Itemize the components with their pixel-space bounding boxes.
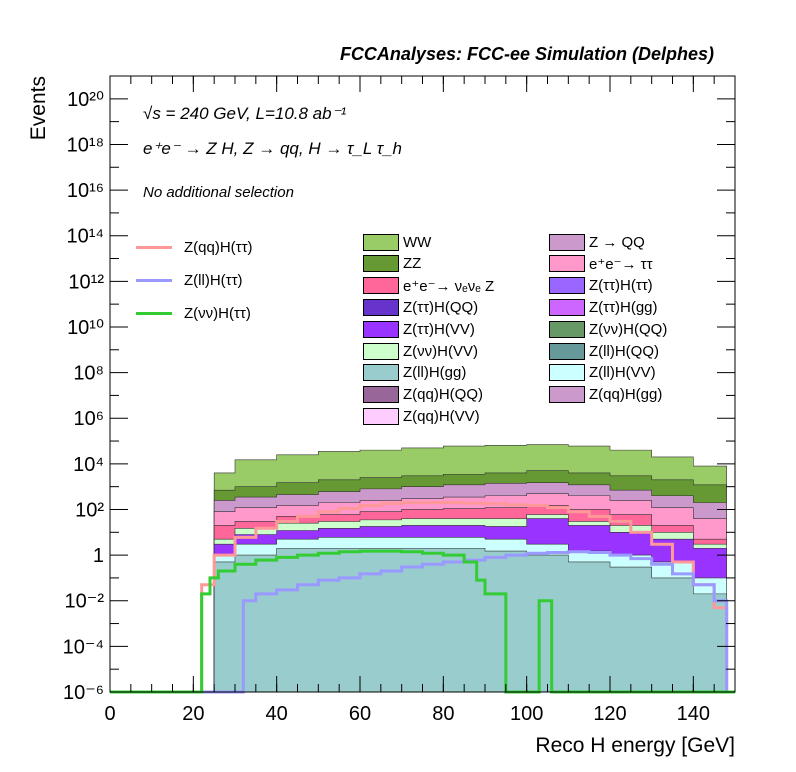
x-tick-label-6: 120 [593, 703, 626, 725]
legend-fill-swatch [549, 255, 585, 273]
legend-label: Z(ττ)H(VV) [403, 320, 475, 338]
legend-label: e⁺e⁻→ ττ [589, 255, 653, 273]
legend-label: Z(qq)H(QQ) [403, 386, 483, 404]
legend-item: Z(ττ)H(gg) [549, 297, 658, 317]
legend-item: Z(ll)H(ττ) [136, 270, 243, 290]
legend-item: Z(ττ)H(ττ) [549, 276, 653, 296]
legend-label: Z(νν)H(VV) [403, 342, 478, 360]
y-axis-label: Events [27, 76, 50, 140]
legend-line-swatch [136, 245, 172, 249]
y-tick-label-13: 10²⁰ [67, 89, 104, 111]
legend-label: Z(ll)H(ττ) [184, 271, 243, 289]
selection-label: No additional selection [143, 184, 294, 201]
legend-label: Z(νν)H(QQ) [589, 320, 668, 338]
legend-fill-swatch [363, 298, 399, 316]
legend-line-swatch [136, 278, 172, 282]
y-tick-label-3: 1 [93, 545, 104, 567]
legend-fill-swatch [363, 364, 399, 382]
stack-area-8 [213, 547, 727, 693]
x-tick-label-0: 0 [104, 703, 115, 725]
line-series-0 [110, 501, 729, 694]
legend-fill-swatch [363, 342, 399, 360]
y-tick-label-11: 10¹⁶ [67, 180, 104, 202]
legend-item: Z(qq)H(QQ) [363, 385, 483, 405]
legend-fill-swatch [363, 320, 399, 338]
legend-label: Z(ττ)H(QQ) [403, 298, 479, 316]
y-tick-label-7: 10⁸ [73, 363, 104, 385]
x-tick-label-3: 60 [349, 703, 371, 725]
legend-item: Z(νν)H(ττ) [136, 303, 251, 323]
legend-item: Z(νν)H(VV) [363, 341, 478, 361]
legend-label: Z(ττ)H(ττ) [589, 277, 653, 295]
process-label: e⁺e⁻ → Z H, Z → qq, H → τ_L τ_h [143, 139, 402, 158]
x-tick-label-5: 100 [510, 703, 543, 725]
legend-fill-swatch [363, 407, 399, 425]
legend-fill-swatch [363, 233, 399, 251]
legend-item: Z(ll)H(QQ) [549, 341, 659, 361]
legend-fill-swatch [363, 255, 399, 273]
legend-label: Z → QQ [589, 233, 645, 251]
legend-item: WW [363, 232, 431, 252]
y-tick-label-12: 10¹⁸ [67, 134, 104, 156]
energy-luminosity-label: √s = 240 GeV, L=10.8 ab⁻¹ [143, 104, 347, 123]
legend-item: Z(ll)H(gg) [363, 363, 466, 383]
legend-label: WW [403, 233, 432, 251]
legend-fill-swatch [549, 364, 585, 382]
legend-fill-swatch [549, 298, 585, 316]
legend-label: Z(ll)H(gg) [403, 364, 467, 382]
legend-label: Z(qq)H(ττ) [184, 238, 253, 256]
legend-item: Z(ττ)H(VV) [363, 319, 475, 339]
legend-item: Z(qq)H(ττ) [136, 237, 253, 257]
legend-fill-swatch [363, 277, 399, 295]
y-tick-label-5: 10⁴ [73, 454, 104, 476]
legend-fill-swatch [549, 386, 585, 404]
x-tick-label-2: 40 [266, 703, 288, 725]
legend-item: Z(ll)H(VV) [549, 363, 656, 383]
legend-fill-swatch [549, 320, 585, 338]
legend-label: Z(ll)H(QQ) [589, 342, 659, 360]
legend-label: Z(ll)H(VV) [589, 364, 656, 382]
x-axis-label: Reco H energy [GeV] [535, 734, 735, 757]
legend-label: e⁺e⁻→ νₑνₑ Z [403, 277, 495, 295]
y-tick-label-9: 10¹² [68, 271, 104, 293]
legend-label: Z(qq)H(VV) [403, 407, 480, 425]
y-tick-label-0: 10⁻⁶ [63, 682, 104, 704]
legend-fill-swatch [549, 342, 585, 360]
y-tick-label-4: 10² [75, 499, 104, 521]
y-tick-label-1: 10⁻⁴ [63, 636, 104, 658]
line-series-1 [110, 550, 729, 694]
legend-item: Z(qq)H(gg) [549, 385, 662, 405]
x-tick-label-4: 80 [432, 703, 454, 725]
axis-ticks: 0 20 40 60 80 100 120 140 10⁻⁶ 10⁻⁴ 10⁻² 1 10² 10⁴ 10⁶… [63, 75, 736, 725]
legend-item: Z(qq)H(VV) [363, 406, 480, 426]
chart-title: FCCAnalyses: FCC-ee Simulation (Delphes) [339, 44, 714, 64]
y-tick-label-10: 10¹⁴ [67, 226, 105, 248]
legend-fill-swatch [363, 386, 399, 404]
legend-item: e⁺e⁻→ ττ [549, 254, 653, 274]
legend-label: Z(qq)H(gg) [589, 386, 663, 404]
legend-item: e⁺e⁻→ νₑνₑ Z [363, 276, 494, 296]
legend-item: Z(ττ)H(QQ) [363, 297, 478, 317]
x-tick-label-1: 20 [182, 703, 204, 725]
legend-label: ZZ [403, 255, 422, 273]
stacked-backgrounds [213, 444, 727, 693]
y-tick-label-8: 10¹⁰ [67, 317, 104, 339]
y-tick-label-2: 10⁻² [65, 591, 105, 613]
legend-fill-swatch [549, 277, 585, 295]
legend-item: Z(νν)H(QQ) [549, 319, 667, 339]
legend-label: Z(νν)H(ττ) [184, 304, 251, 322]
legend-label: Z(ττ)H(gg) [589, 298, 658, 316]
legend-item: ZZ [363, 254, 421, 274]
legend-fill-swatch [549, 233, 585, 251]
legend-line-swatch [136, 311, 172, 315]
x-tick-label-7: 140 [677, 703, 710, 725]
y-tick-label-6: 10⁶ [74, 408, 104, 430]
legend-item: Z → QQ [549, 232, 645, 252]
